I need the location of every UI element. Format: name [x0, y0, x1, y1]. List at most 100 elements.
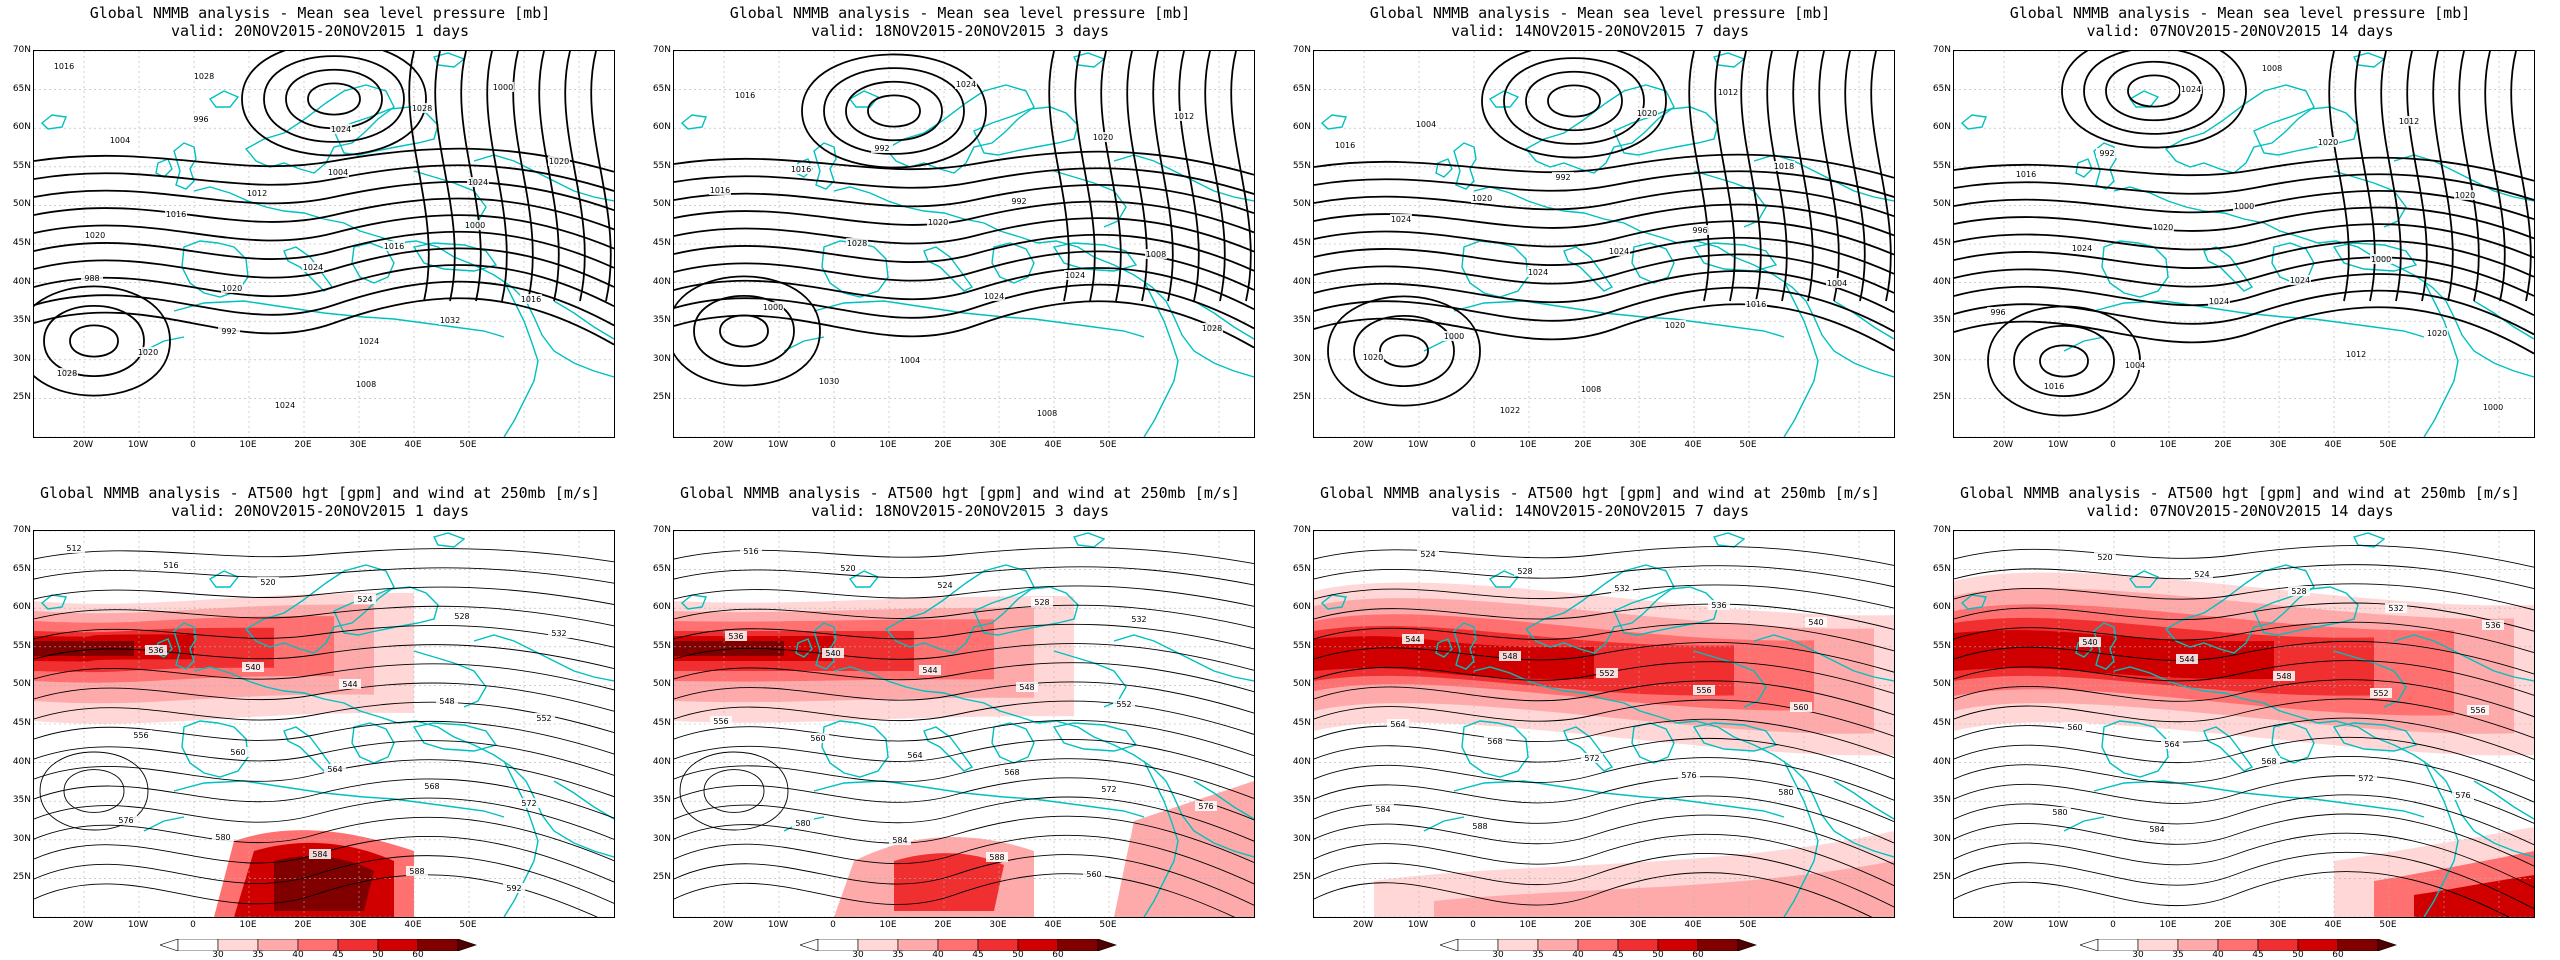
longitude-tick-label: 30E — [1629, 920, 1647, 930]
height-contour-line — [39, 751, 149, 831]
coastline — [2423, 280, 2459, 437]
contour-label: 520 — [260, 578, 275, 587]
height-contour-line — [1314, 795, 1894, 844]
contour-label: 576 — [2455, 791, 2470, 800]
contour-label-bg — [436, 696, 458, 706]
isobar-line — [674, 233, 1254, 272]
height-contour-line — [34, 548, 614, 563]
isobar-line — [1844, 51, 1866, 302]
contour-label-bg — [899, 355, 921, 365]
isobar-line — [34, 247, 614, 288]
contour-label: 1012 — [1174, 112, 1194, 121]
coastline — [2164, 84, 2315, 174]
coastline — [1072, 532, 1106, 548]
longitude-tick-label: 30E — [2269, 440, 2287, 450]
latitude-tick-label: 25N — [12, 392, 31, 403]
longitude-tick-label: 20W — [712, 440, 734, 450]
coastline — [208, 90, 240, 108]
height-contour-line — [1954, 851, 2534, 910]
longitude-tick-label: 50E — [1739, 440, 1757, 450]
isobar-line — [1481, 51, 1667, 159]
map-panel-mslp-2: Global NMMB analysis - Mean sea level pr… — [640, 0, 1280, 480]
longitude-tick-label: 20W — [72, 920, 94, 930]
latitude-tick-label: 45N — [1932, 238, 1951, 248]
map-svg: 1016 996 1004 1000 988 992 1008 1000 1004 1012 101… — [34, 51, 614, 437]
contour-label-bg — [889, 835, 911, 845]
contour-label-bg — [2452, 790, 2474, 800]
latitude-tick-label: 50N — [652, 199, 671, 210]
longitude-tick-label: 40E — [1684, 920, 1702, 930]
height-contour-line — [1954, 602, 2534, 632]
contour-label: 1024 — [2181, 85, 2201, 94]
height-contour-line — [703, 769, 765, 813]
contour-label-bg — [324, 764, 346, 774]
isobar-line — [263, 55, 405, 143]
isobar-line — [2013, 325, 2115, 397]
contour-label: 524 — [1420, 550, 1435, 559]
longitude-tick-label: 50E — [2379, 440, 2397, 450]
contour-label: 1016 — [2016, 170, 2036, 179]
contour-label-bg — [1064, 270, 1086, 280]
coastline — [412, 242, 498, 272]
contour-label: 540 — [1808, 618, 1823, 627]
isobar-line — [1954, 239, 2534, 278]
contour-label-bg — [548, 628, 570, 638]
contour-label: 988 — [84, 274, 99, 283]
isobar-line — [1327, 295, 1481, 407]
graticule — [34, 531, 614, 917]
contour-label-bg — [165, 209, 187, 219]
contour-label-bg — [492, 82, 514, 92]
contour-label: 564 — [1390, 720, 1405, 729]
coastline — [181, 720, 249, 778]
contour-label-bg — [2467, 705, 2489, 715]
coastline — [1712, 532, 1746, 548]
contour-label: 1032 — [440, 316, 460, 325]
coastline — [1423, 816, 1465, 832]
contour-label: 1018 — [1774, 162, 1794, 171]
contour-label-bg — [1113, 699, 1135, 709]
isobar-line — [408, 51, 430, 302]
map-panel-mslp-4: Global NMMB analysis - Mean sea level pr… — [1920, 0, 2560, 480]
latitude-tick-label: 40N — [1292, 276, 1311, 287]
coastline — [244, 564, 395, 654]
contour-label: 1012 — [2346, 350, 2366, 359]
contour-label-bg — [1145, 249, 1167, 259]
isobar-line — [1714, 51, 1736, 302]
height-contour-line — [34, 816, 614, 862]
contour-label-bg — [2385, 603, 2407, 613]
height-contour-line — [1954, 564, 2534, 589]
contour-label-bg — [1471, 193, 1493, 203]
contour-label-bg — [846, 238, 868, 248]
map-svg: 516 520 524 528 532 536 540 544 548 552 556 560 564 5… — [674, 531, 1254, 917]
longitude-tick-label: 0 — [830, 440, 836, 450]
height-contour-line — [34, 759, 614, 798]
longitude-tick-label: 40E — [1044, 920, 1062, 930]
contour-label: 556 — [1696, 686, 1711, 695]
isobar-line — [34, 230, 614, 269]
coastline — [1488, 90, 1520, 108]
contour-label-bg — [1173, 111, 1195, 121]
isobar-line — [1954, 289, 2534, 336]
contour-label: 1016 — [1335, 141, 1355, 150]
coastline — [923, 726, 974, 772]
contour-label-bg — [837, 563, 859, 573]
height-contour-line — [674, 834, 1254, 885]
latitude-tick-label: 35N — [1292, 795, 1311, 806]
contour-label: 996 — [1692, 226, 1707, 235]
coastline — [413, 650, 487, 708]
map-plot-area: 1016 992 992 1008 1000 1004 1008 1012 1016 1020 10… — [673, 50, 1255, 438]
contour-label: 548 — [2276, 672, 2291, 681]
colorbar-tick-label: 30 — [1492, 950, 1504, 960]
contour-label-bg — [1031, 597, 1053, 607]
longitude-tick-label: 10E — [2159, 920, 2177, 930]
contour-label-bg — [1693, 685, 1715, 695]
latitude-tick-label: 70N — [12, 525, 31, 535]
isobar-line — [2328, 51, 2350, 302]
contour-label-bg — [2161, 739, 2183, 749]
contour-label: 536 — [728, 632, 743, 641]
isobar-line — [590, 51, 612, 302]
contour-label: 552 — [2373, 689, 2388, 698]
contour-label: 1004 — [900, 356, 920, 365]
contour-label-bg — [2049, 807, 2071, 817]
height-contour-line — [674, 719, 1254, 757]
